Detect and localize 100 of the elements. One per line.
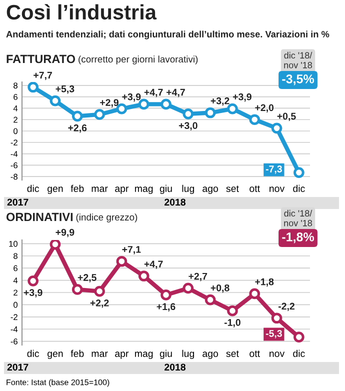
data-label: -2,2 [278, 302, 294, 312]
point [204, 107, 216, 118]
data-label: +7,7 [34, 72, 52, 80]
data-label: -1,0 [224, 319, 240, 328]
point [271, 122, 282, 134]
point [249, 114, 260, 126]
data-label: -7,3 [266, 166, 282, 174]
point [28, 275, 38, 286]
data-label: +3,2 [210, 97, 230, 106]
y-tick-label: -2 [10, 140, 18, 146]
y-tick-label: 8 [14, 253, 18, 259]
y-tick-label: 0 [14, 128, 18, 134]
x-tick-label: mag [135, 186, 153, 194]
point [116, 256, 128, 267]
y-tick-label: -4 [10, 326, 18, 332]
chart-title: FATTURATO [6, 54, 76, 64]
point [204, 294, 216, 306]
x-tick-label: giu [160, 350, 172, 359]
x-tick-label: ago [202, 352, 218, 359]
x-tick-label: gen [48, 186, 63, 194]
data-label: +5,3 [56, 85, 74, 94]
x-tick-label: set [226, 186, 239, 192]
x-tick-label: ott [250, 186, 260, 192]
x-tick-label: dic [27, 350, 40, 357]
y-tick-label: -6 [10, 338, 18, 344]
data-label: +3,9 [232, 93, 252, 102]
x-tick-label: dic [293, 184, 305, 192]
y-tick-label: -2 [10, 314, 18, 320]
x-tick-label: gen [48, 352, 63, 359]
chart-subtitle: (corretto per giorni lavorativi) [78, 56, 198, 64]
data-label: +2,0 [255, 104, 274, 113]
y-tick-label: -4 [10, 151, 18, 157]
x-tick-label: apr [115, 352, 129, 359]
x-tick-label: dic [27, 184, 40, 192]
data-label: +2,6 [68, 124, 87, 133]
x-tick-label: set [226, 350, 239, 357]
y-tick-label: 4 [13, 278, 18, 284]
y-tick-label: 2 [14, 290, 18, 296]
y-tick-label: -6 [10, 162, 18, 168]
x-tick-label: mag [135, 352, 153, 359]
x-tick-label: mar [92, 352, 108, 357]
point [227, 305, 238, 316]
point [160, 98, 172, 110]
chart-title: ORDINATIVI [6, 212, 73, 222]
data-label: +2,7 [188, 272, 208, 282]
data-label: -5,3 [266, 330, 282, 338]
data-label: +9,9 [56, 228, 74, 238]
text: 2018 [164, 198, 186, 206]
x-tick-label: dic [293, 350, 305, 357]
data-label: +3,9 [24, 289, 42, 298]
point [182, 108, 194, 120]
y-tick-label: 6 [14, 94, 18, 100]
text: Andamenti tendenziali; dati congiunturali dell’ultimo mese. Variazioni in % [6, 30, 330, 40]
annotation: -1,8% [282, 232, 314, 244]
y-tick-label: 8 [14, 82, 18, 89]
data-label: +3,9 [122, 93, 141, 102]
point [72, 284, 83, 295]
data-label: +1,8 [255, 278, 274, 287]
y-tick-label: 2 [14, 116, 18, 123]
y-tick-label: 10 [9, 240, 18, 247]
data-label: +4,7 [144, 260, 163, 269]
text: Così l’industria [6, 4, 157, 20]
y-tick-label: 0 [14, 302, 18, 308]
point [50, 240, 61, 250]
x-tick-label: mar [92, 186, 108, 192]
x-tick-label: lug [182, 350, 194, 359]
data-label: +2,5 [78, 274, 96, 282]
x-tick-label: ago [202, 186, 218, 194]
text: dic '18/ nov '18 [284, 210, 312, 226]
x-tick-label: ott [250, 350, 260, 357]
point [138, 270, 150, 282]
point [28, 82, 38, 93]
y-tick-label: 6 [14, 265, 18, 272]
point [160, 290, 172, 300]
data-label: +2,9 [100, 99, 118, 108]
x-tick-label: giu [160, 184, 172, 194]
data-label: +0,8 [210, 284, 230, 293]
point [72, 110, 83, 122]
x-tick-label: apr [115, 186, 129, 194]
chart-subtitle: (indice grezzo) [76, 214, 138, 222]
y-tick-label: -8 [10, 174, 18, 180]
source-note: Fonte: Istat (base 2015=100) [6, 379, 110, 387]
point [249, 288, 260, 300]
point [294, 332, 304, 342]
data-label: +4,7 [144, 88, 163, 98]
x-tick-label: feb [70, 184, 84, 192]
point [50, 95, 61, 106]
point [182, 282, 194, 294]
data-label: +7,1 [122, 246, 141, 254]
point [94, 109, 105, 120]
data-label: +0,5 [277, 112, 296, 122]
data-label: +4,7 [166, 88, 185, 98]
annotation: -3,5% [282, 74, 314, 86]
data-label: +1,6 [156, 303, 176, 312]
text: 2017 [7, 198, 28, 206]
x-tick-label: lug [182, 184, 194, 194]
data-label: +2,2 [90, 300, 109, 308]
text: dic '18/ nov '18 [284, 52, 312, 68]
point [294, 167, 304, 178]
x-tick-label: feb [70, 350, 84, 357]
